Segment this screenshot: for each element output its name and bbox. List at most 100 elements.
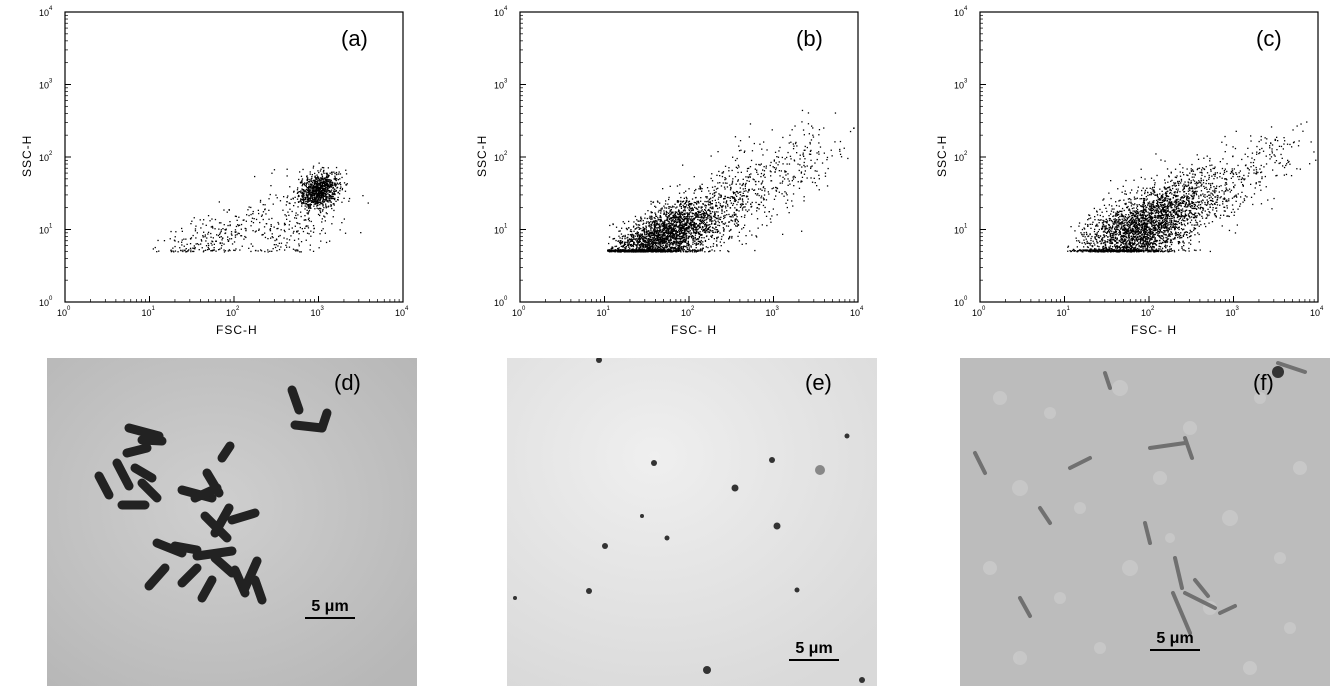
data-point	[320, 191, 322, 194]
data-point	[625, 246, 628, 248]
data-point	[801, 176, 804, 178]
data-point	[675, 243, 677, 245]
data-point	[309, 187, 311, 189]
data-point	[710, 177, 712, 180]
data-point	[760, 163, 762, 165]
data-point	[628, 220, 630, 223]
data-point	[1164, 222, 1166, 224]
data-point	[691, 221, 693, 223]
data-point	[696, 208, 698, 210]
data-point	[327, 189, 330, 192]
data-point	[694, 202, 697, 204]
data-point	[174, 245, 176, 248]
data-point	[667, 231, 670, 233]
data-point	[694, 223, 696, 225]
data-point	[316, 185, 318, 187]
y-tick-label: 10	[494, 298, 504, 308]
data-point	[688, 203, 690, 205]
data-point	[744, 187, 746, 190]
data-point	[707, 228, 709, 231]
data-point	[654, 228, 656, 230]
data-point	[656, 227, 659, 229]
data-point	[637, 226, 639, 228]
data-point	[290, 198, 292, 200]
data-point	[681, 213, 683, 215]
data-point	[695, 250, 698, 252]
data-point	[790, 141, 792, 143]
data-point	[315, 190, 317, 192]
data-point	[756, 169, 758, 171]
data-point	[674, 227, 677, 229]
data-point	[306, 200, 308, 202]
data-point	[311, 196, 313, 198]
data-point	[652, 234, 654, 237]
data-point	[345, 173, 348, 175]
data-point	[307, 187, 310, 190]
data-point	[323, 167, 325, 169]
data-point	[760, 195, 763, 197]
data-point	[686, 245, 688, 247]
data-point	[663, 223, 665, 226]
data-point	[326, 185, 328, 187]
data-point	[710, 197, 712, 199]
data-point	[733, 214, 736, 216]
data-point	[331, 184, 334, 186]
data-point	[250, 213, 252, 216]
data-point	[682, 235, 685, 237]
data-point	[663, 210, 665, 212]
x-tick-exponent: 4	[860, 306, 864, 312]
data-point	[656, 222, 658, 224]
data-point	[681, 226, 683, 229]
data-point	[170, 230, 172, 233]
data-point	[309, 200, 311, 202]
data-point	[316, 191, 318, 193]
data-point	[693, 251, 696, 253]
data-point	[670, 247, 672, 250]
data-point	[683, 249, 685, 251]
data-point	[777, 156, 780, 158]
data-point	[646, 232, 648, 234]
data-point	[733, 192, 735, 194]
data-point	[668, 218, 671, 221]
data-point	[314, 185, 316, 187]
data-point	[688, 215, 690, 217]
data-point	[317, 187, 319, 189]
data-point	[665, 228, 667, 230]
data-point	[692, 237, 694, 240]
data-point	[322, 187, 324, 190]
data-point	[734, 136, 737, 138]
data-point	[637, 224, 640, 226]
data-point	[727, 225, 730, 227]
data-point	[652, 236, 654, 239]
data-point	[305, 225, 307, 228]
data-point	[640, 245, 642, 247]
data-point	[709, 204, 711, 206]
data-point	[764, 211, 766, 213]
y-tick-label: 10	[494, 153, 504, 163]
data-point	[629, 238, 631, 241]
data-point	[634, 215, 637, 218]
data-point	[730, 196, 732, 198]
data-point	[234, 249, 236, 252]
data-point	[745, 182, 747, 185]
data-point	[809, 143, 811, 145]
data-point	[223, 249, 225, 251]
data-point	[654, 241, 657, 243]
data-point	[669, 251, 671, 253]
data-point	[307, 194, 309, 196]
data-point	[693, 225, 695, 227]
data-point	[667, 237, 669, 239]
data-point	[674, 246, 676, 249]
data-point	[306, 195, 308, 197]
data-point	[733, 211, 735, 214]
data-point	[612, 246, 614, 249]
data-point	[311, 177, 313, 180]
data-point	[643, 251, 645, 253]
data-point	[327, 185, 329, 187]
data-point	[328, 194, 330, 196]
data-point	[685, 226, 688, 229]
data-point	[639, 238, 641, 240]
data-point	[636, 227, 638, 229]
data-point	[318, 186, 320, 189]
data-point	[283, 237, 285, 239]
